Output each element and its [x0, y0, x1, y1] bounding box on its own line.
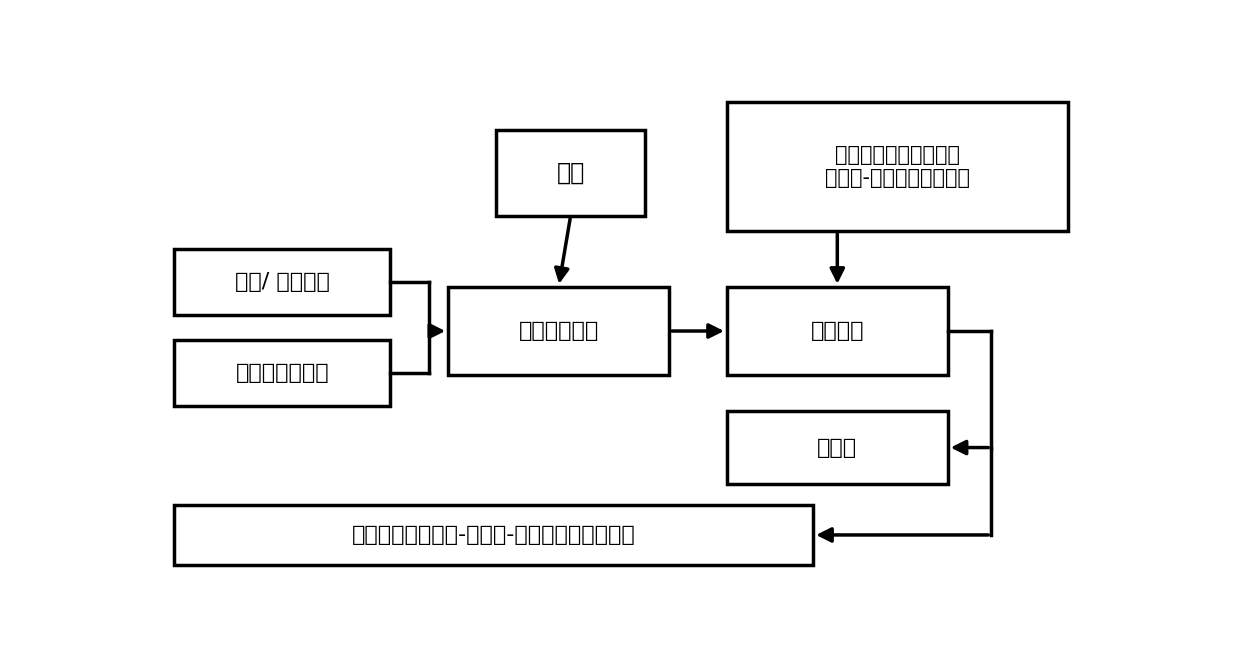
Text: 甲苯/ 醋酸乙酯: 甲苯/ 醋酸乙酯	[234, 272, 330, 291]
Bar	[496, 130, 645, 216]
Bar	[174, 505, 813, 565]
Bar	[448, 287, 670, 375]
Text: 有机锡类催化剂: 有机锡类催化剂	[236, 363, 329, 383]
Bar	[727, 102, 1068, 231]
Bar	[727, 411, 947, 484]
Bar	[174, 340, 391, 406]
Bar	[727, 287, 947, 375]
Text: 填料: 填料	[557, 161, 585, 185]
Text: 均匀搅拌: 均匀搅拌	[811, 321, 864, 341]
Text: 室温交联的有机硅-聚氨酯-丙烯酸酯复合涂层剂: 室温交联的有机硅-聚氨酯-丙烯酸酯复合涂层剂	[352, 525, 636, 545]
Text: 交联剂: 交联剂	[817, 438, 857, 457]
Text: 高速搅拌均匀: 高速搅拌均匀	[518, 321, 599, 341]
Bar	[174, 249, 391, 315]
Text: 含聚氧乙烯基醚链段的
有机硅-丙烯酸酯树脂溶液: 含聚氧乙烯基醚链段的 有机硅-丙烯酸酯树脂溶液	[825, 145, 970, 188]
